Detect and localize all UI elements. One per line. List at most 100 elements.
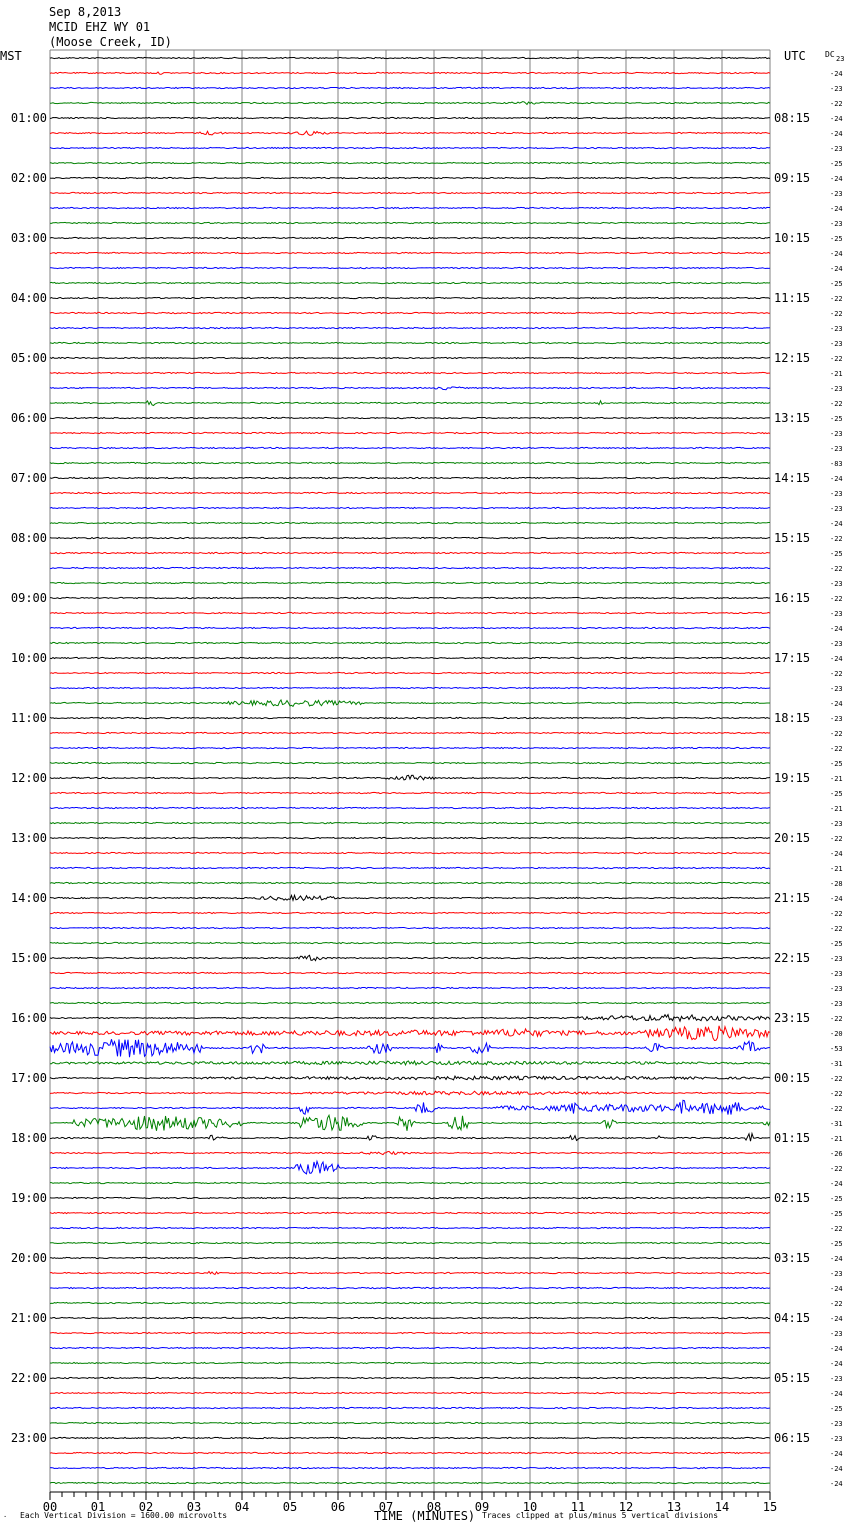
right-hour-label: 17:15 bbox=[774, 651, 810, 665]
trace-row bbox=[49, 461, 771, 465]
dc-offset: -25 bbox=[830, 760, 843, 768]
dc-offset: -23 bbox=[830, 505, 843, 513]
trace-row bbox=[49, 1241, 771, 1245]
right-hour-label: 16:15 bbox=[774, 591, 810, 605]
dc-offset: -23 bbox=[830, 1375, 843, 1383]
right-hour-label: 19:15 bbox=[774, 771, 810, 785]
dc-offset: -24 bbox=[830, 250, 843, 258]
left-hour-label: 04:00 bbox=[11, 291, 47, 305]
right-timezone-label: UTC bbox=[784, 49, 806, 63]
trace-row bbox=[49, 86, 771, 90]
left-hour-label: 10:00 bbox=[11, 651, 47, 665]
trace-row bbox=[49, 1001, 771, 1005]
dc-offset: -24 bbox=[830, 1465, 843, 1473]
trace-row bbox=[49, 551, 771, 555]
trace-row bbox=[49, 1039, 770, 1058]
dc-offset: -23 bbox=[830, 1330, 843, 1338]
trace-row bbox=[49, 971, 771, 975]
trace-row bbox=[49, 1346, 771, 1350]
dc-offset: -21 bbox=[830, 1135, 843, 1143]
clip-note: Traces clipped at plus/minus 5 vertical … bbox=[482, 1511, 718, 1520]
right-hour-label: 02:15 bbox=[774, 1191, 810, 1205]
trace-row bbox=[49, 356, 771, 360]
dc-offset: -23 bbox=[830, 385, 843, 393]
dc-offset: -24 bbox=[830, 175, 843, 183]
dc-offset: -25 bbox=[830, 550, 843, 558]
trace-row bbox=[49, 1481, 770, 1485]
dc-offset: -24 bbox=[830, 655, 843, 663]
trace-row bbox=[49, 954, 771, 962]
dc-offset: -24 bbox=[830, 1450, 843, 1458]
right-hour-label: 04:15 bbox=[774, 1311, 810, 1325]
left-hour-label: 18:00 bbox=[11, 1131, 47, 1145]
dc-offset: -24 bbox=[830, 700, 843, 708]
trace-row bbox=[49, 881, 771, 885]
dc-offset: -23 bbox=[830, 820, 843, 828]
x-tick-label: 08 bbox=[427, 1500, 441, 1514]
dc-offset: -31 bbox=[830, 1120, 843, 1128]
trace-row bbox=[49, 746, 771, 750]
dc-offset: -22 bbox=[830, 925, 843, 933]
right-hour-label: 03:15 bbox=[774, 1251, 810, 1265]
right-hour-label: 22:15 bbox=[774, 951, 810, 965]
right-hour-label: 21:15 bbox=[774, 891, 810, 905]
dc-offset: -24 bbox=[830, 1360, 843, 1368]
trace-row bbox=[49, 941, 771, 945]
dc-offset: -22 bbox=[830, 1075, 843, 1083]
trace-row bbox=[49, 431, 771, 435]
trace-row bbox=[50, 1436, 771, 1440]
dc-offset: -25 bbox=[830, 235, 843, 243]
dc-offset: -20 bbox=[830, 1030, 843, 1038]
dc-offset: -24 bbox=[830, 895, 843, 903]
dc-offset: -24 bbox=[830, 1285, 843, 1293]
trace-row bbox=[49, 416, 771, 420]
dc-offset: -22 bbox=[830, 1105, 843, 1113]
left-hour-label: 06:00 bbox=[11, 411, 47, 425]
trace-row bbox=[49, 641, 771, 645]
dc-offset: -22 bbox=[830, 400, 843, 408]
trace-row bbox=[49, 1075, 771, 1081]
trace-row bbox=[49, 491, 770, 495]
dc-offset: -22 bbox=[830, 100, 843, 108]
dc-offset: -23 bbox=[830, 445, 843, 453]
x-tick-label: 06 bbox=[331, 1500, 345, 1514]
dc-offset: -23 bbox=[830, 580, 843, 588]
dc-offset: -23 bbox=[830, 1420, 843, 1428]
x-tick-label: 13 bbox=[667, 1500, 681, 1514]
trace-row bbox=[49, 101, 771, 106]
trace-row bbox=[49, 686, 771, 690]
trace-row bbox=[49, 1286, 771, 1290]
trace-row bbox=[49, 774, 771, 781]
right-hour-label: 01:15 bbox=[774, 1131, 810, 1145]
dc-offset: -22 bbox=[830, 1165, 843, 1173]
trace-row bbox=[49, 791, 771, 795]
left-hour-label: 17:00 bbox=[11, 1071, 47, 1085]
x-tick-label: 04 bbox=[235, 1500, 249, 1514]
trace-row bbox=[49, 1090, 771, 1096]
dc-offset: -24 bbox=[830, 205, 843, 213]
trace-row bbox=[49, 386, 771, 391]
dc-offset: -25 bbox=[830, 1195, 843, 1203]
dc-offset: -24 bbox=[830, 1390, 843, 1398]
trace-row bbox=[49, 1270, 771, 1276]
trace-row bbox=[49, 1159, 771, 1175]
dc-offset: 23 bbox=[836, 55, 844, 63]
dc-offset: -23 bbox=[830, 490, 843, 498]
dc-offset: -23 bbox=[830, 220, 843, 228]
chart-date: Sep 8,2013 bbox=[49, 5, 122, 19]
trace-row bbox=[49, 1211, 771, 1215]
left-hour-label: 20:00 bbox=[11, 1251, 47, 1265]
dc-offset: -23 bbox=[830, 325, 843, 333]
trace-row bbox=[49, 1150, 771, 1156]
trace-row bbox=[50, 1181, 771, 1185]
trace-row bbox=[49, 1131, 770, 1142]
right-hour-label: 13:15 bbox=[774, 411, 810, 425]
dc-offset: -25 bbox=[830, 1210, 843, 1218]
left-hour-label: 13:00 bbox=[11, 831, 47, 845]
dc-offset: -23 bbox=[830, 715, 843, 723]
trace-row bbox=[49, 698, 770, 708]
dc-offset: -22 bbox=[830, 1225, 843, 1233]
trace-row bbox=[49, 536, 771, 540]
dc-offset: -23 bbox=[830, 685, 843, 693]
right-hour-label: 15:15 bbox=[774, 531, 810, 545]
